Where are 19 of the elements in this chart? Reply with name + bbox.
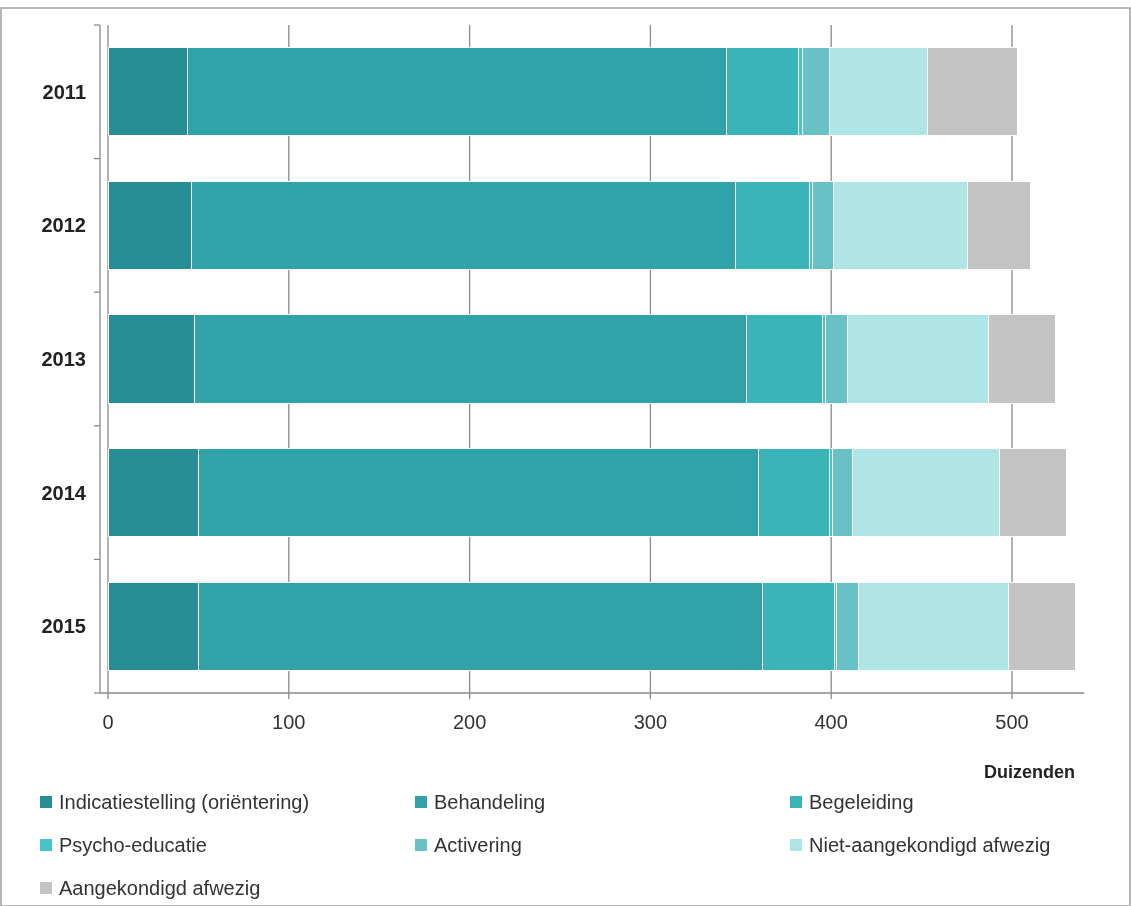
legend-label: Behandeling [434, 791, 546, 813]
y-tick-label: 2015 [41, 615, 86, 638]
x-tick-label: 300 [633, 711, 668, 733]
x-tick-label: 400 [814, 711, 848, 733]
x-tick-label: 200 [452, 711, 487, 733]
x-tick-label: 500 [995, 711, 1029, 733]
y-tick-label: 2012 [41, 214, 86, 237]
legend-label: Activering [434, 834, 522, 856]
legend-label: Psycho-educatie [59, 834, 207, 856]
legend-label: Niet-aangekondigd afwezig [809, 834, 1051, 856]
legend-label: Aangekondigd afwezig [59, 877, 261, 899]
legend-label: Indicatiestelling (oriëntering) [59, 791, 310, 813]
y-tick-label: 2013 [41, 348, 86, 370]
x-axis-title: Duizenden [983, 762, 1075, 782]
x-tick-label: 100 [272, 711, 306, 733]
y-tick-label: 2014 [41, 481, 87, 504]
x-tick-label: 0 [102, 711, 114, 733]
y-tick-label: 2011 [42, 80, 86, 103]
legend-label: Begeleiding [809, 791, 914, 813]
